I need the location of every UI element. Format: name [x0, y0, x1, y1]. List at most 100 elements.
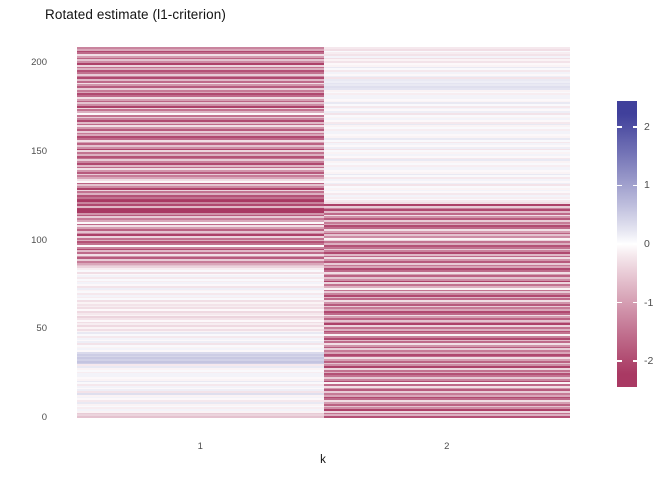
- heatmap-cell: [323, 130, 570, 133]
- heatmap-cell: [77, 319, 324, 322]
- heatmap-cell: [77, 268, 324, 270]
- heatmap-cell: [77, 334, 324, 336]
- heatmap-cell: [323, 82, 570, 85]
- heatmap-cell: [77, 232, 324, 235]
- heatmap-cell: [77, 357, 324, 360]
- heatmap-cell: [323, 239, 570, 242]
- heatmap-cell: [77, 55, 324, 58]
- heatmap-cell: [323, 118, 570, 121]
- heatmap-cell: [77, 234, 324, 237]
- heatmap-cell: [323, 100, 570, 103]
- chart-title: Rotated estimate (l1-criterion): [45, 7, 226, 22]
- heatmap-cell: [77, 237, 324, 240]
- heatmap-cell: [77, 271, 324, 274]
- heatmap-cell: [323, 357, 570, 360]
- heatmap-cell: [77, 211, 324, 213]
- heatmap-cell: [77, 54, 324, 56]
- heatmap-cell: [77, 148, 324, 151]
- heatmap-cell: [323, 316, 570, 319]
- heatmap-cell: [77, 116, 324, 119]
- heatmap-cell: [323, 221, 570, 224]
- heatmap-cell: [77, 296, 324, 299]
- heatmap-cell: [323, 278, 570, 281]
- heatmap-cell: [323, 102, 570, 105]
- heatmap-cell: [323, 378, 570, 381]
- heatmap-cell: [77, 193, 324, 196]
- heatmap-cell: [323, 143, 570, 146]
- heatmap-cell: [323, 52, 570, 55]
- heatmap-cell: [323, 312, 570, 315]
- heatmap-cell: [77, 369, 324, 372]
- heatmap-cell: [77, 278, 324, 281]
- heatmap-panel: [77, 47, 570, 418]
- heatmap-cell: [323, 59, 570, 62]
- heatmap-cell: [77, 346, 324, 349]
- heatmap-cell: [77, 371, 324, 374]
- heatmap-cell: [77, 170, 324, 172]
- heatmap-cell: [77, 88, 324, 90]
- heatmap-cell: [77, 253, 324, 256]
- heatmap-cell: [323, 162, 570, 165]
- heatmap-cell: [77, 84, 324, 87]
- heatmap-cell: [77, 68, 324, 71]
- heatmap-cell: [77, 137, 324, 140]
- heatmap-cell: [323, 198, 570, 201]
- heatmap-cell: [77, 393, 324, 395]
- heatmap-cell: [323, 111, 570, 113]
- heatmap-cell: [323, 86, 570, 89]
- heatmap-cell: [323, 64, 570, 67]
- heatmap-cell: [77, 111, 324, 113]
- heatmap-cell: [323, 107, 570, 110]
- heatmap-cell: [323, 355, 570, 358]
- heatmap-cell: [323, 79, 570, 81]
- heatmap-cell: [77, 123, 324, 126]
- heatmap-cell: [77, 59, 324, 62]
- heatmap-cell: [77, 227, 324, 229]
- heatmap-cell: [77, 86, 324, 89]
- heatmap-cell: [77, 136, 324, 138]
- heatmap-cell: [323, 91, 570, 94]
- heatmap-cell: [323, 120, 570, 122]
- heatmap-cell: [77, 96, 324, 99]
- heatmap-cell: [323, 321, 570, 324]
- heatmap-cell: [77, 154, 324, 156]
- heatmap-cell: [323, 300, 570, 303]
- heatmap-cell: [77, 382, 324, 385]
- heatmap-cell: [323, 125, 570, 128]
- heatmap-cell: [77, 323, 324, 326]
- heatmap-cell: [323, 141, 570, 144]
- heatmap-cell: [77, 293, 324, 295]
- heatmap-cell: [323, 250, 570, 253]
- heatmap-cell: [323, 212, 570, 215]
- heatmap-cell: [77, 298, 324, 301]
- heatmap-cell: [323, 109, 570, 112]
- heatmap-cell: [77, 396, 324, 399]
- heatmap-cell: [77, 175, 324, 178]
- heatmap-cell: [323, 203, 570, 206]
- heatmap-cell: [323, 146, 570, 149]
- heatmap-cell: [77, 186, 324, 188]
- heatmap-cell: [77, 289, 324, 292]
- heatmap-cell: [323, 343, 570, 345]
- heatmap-cell: [77, 125, 324, 128]
- heatmap-cell: [323, 148, 570, 151]
- heatmap-cell: [323, 57, 570, 60]
- heatmap-cell: [77, 416, 324, 418]
- heatmap-cell: [323, 84, 570, 87]
- heatmap-cell: [77, 286, 324, 288]
- heatmap-cell: [77, 259, 324, 262]
- heatmap-cell: [77, 75, 324, 78]
- heatmap-cell: [77, 244, 324, 247]
- heatmap-cell: [323, 348, 570, 351]
- legend-tick-mark: [632, 125, 637, 128]
- heatmap-cell: [323, 173, 570, 176]
- heatmap-cell: [77, 373, 324, 376]
- legend-tick-mark: [632, 301, 637, 304]
- heatmap-cell: [323, 366, 570, 369]
- heatmap-cell: [77, 339, 324, 342]
- heatmap-cell: [323, 95, 570, 97]
- heatmap-cell: [77, 389, 324, 392]
- heatmap-cell: [77, 102, 324, 105]
- heatmap-cell: [323, 157, 570, 160]
- heatmap-cell: [77, 66, 324, 69]
